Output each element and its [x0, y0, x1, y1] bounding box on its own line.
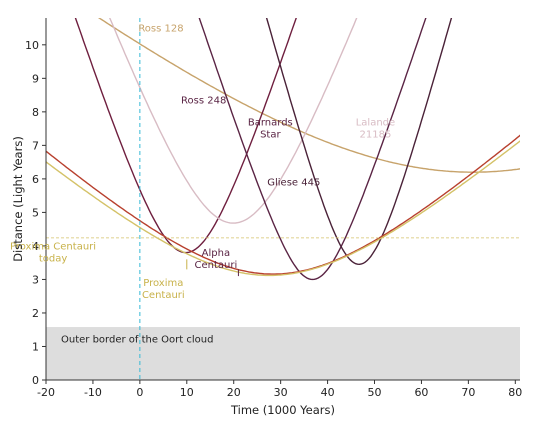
series-line-ross-128 [97, 18, 520, 173]
series-label-gliese-445: Gliese 445 [267, 178, 320, 189]
y-tick-label: 1 [32, 340, 39, 353]
oort-cloud-label: Outer border of the Oort cloud [61, 334, 213, 345]
series-layer [46, 18, 520, 281]
series-today-label-proxima-centauri: Proxima Centauri today [10, 241, 96, 264]
y-tick-label: 3 [32, 273, 39, 286]
series-label-ross-248: Ross 248 [181, 95, 226, 106]
y-tick-label: 0 [32, 374, 39, 387]
series-line-lalande-21185 [108, 18, 358, 224]
x-tick-label: 30 [274, 386, 288, 399]
x-tick-label: 70 [461, 386, 475, 399]
series-line-gliese-445 [265, 18, 453, 266]
y-tick-label: 2 [32, 307, 39, 320]
series-line-barnards-star [74, 18, 297, 254]
x-tick-label: -20 [37, 386, 55, 399]
labels-layer: Ross 128 Barnards Star Lalande 21185 Ross 248… [10, 23, 395, 301]
x-tick-label: 0 [136, 386, 143, 399]
y-tick-label: 6 [32, 173, 39, 186]
series-label-lalande-21185: Lalande 21185 [356, 117, 395, 140]
axes-layer: -20 -10 0 10 20 30 40 50 60 70 80 0 1 2 3 4 5 6 7 8 9 10 [25, 18, 522, 399]
series-line-proxima-centauri [46, 140, 520, 277]
x-tick-label: 10 [180, 386, 194, 399]
series-line-alpha-centauri [46, 134, 520, 275]
x-tick-label: 80 [508, 386, 522, 399]
series-label-barnards-star: Barnards Star [248, 117, 293, 140]
oort-cloud-region [46, 327, 520, 380]
y-tick-label: 4 [32, 240, 39, 253]
x-tick-label: 60 [414, 386, 428, 399]
y-tick-label: 7 [32, 139, 39, 152]
x-tick-label: 50 [368, 386, 382, 399]
y-tick-label: 9 [32, 72, 39, 85]
x-tick-label: 20 [227, 386, 241, 399]
x-axis-title: Time (1000 Years) [230, 403, 335, 417]
series-label-proxima-centauri: Proxima Centauri [142, 278, 185, 301]
series-label-ross-128: Ross 128 [138, 23, 183, 34]
y-tick-label: 8 [32, 106, 39, 119]
y-tick-label: 10 [25, 39, 39, 52]
y-axis-title: Distance (Light Years) [11, 136, 25, 262]
x-tick-label: 40 [321, 386, 335, 399]
series-label-alpha-centauri: Alpha Centauri [195, 248, 238, 271]
x-tick-label: -10 [84, 386, 102, 399]
y-tick-label: 5 [32, 206, 39, 219]
series-line-ross-248 [198, 18, 427, 281]
